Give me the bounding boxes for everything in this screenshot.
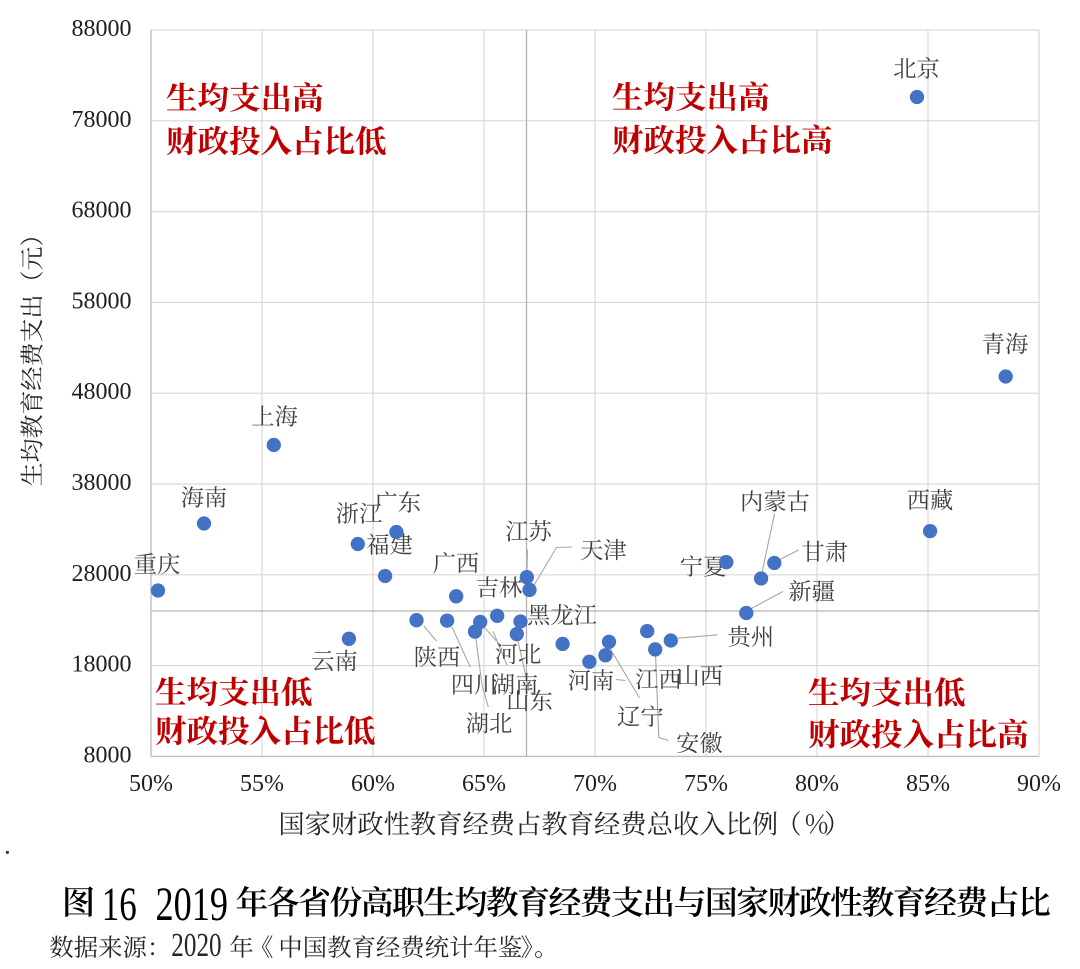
svg-text:88000: 88000 xyxy=(72,16,132,42)
svg-text:85%: 85% xyxy=(906,771,950,797)
svg-text:55%: 55% xyxy=(240,771,284,797)
svg-text:50%: 50% xyxy=(129,771,173,797)
svg-text:48000: 48000 xyxy=(72,379,132,405)
svg-text:68000: 68000 xyxy=(72,198,132,224)
svg-text:70%: 70% xyxy=(573,771,617,797)
svg-text:65%: 65% xyxy=(462,771,506,797)
svg-text:2019: 2019 xyxy=(156,878,229,931)
svg-text:38000: 38000 xyxy=(72,470,132,496)
svg-text:2020: 2020 xyxy=(171,927,221,964)
svg-text:78000: 78000 xyxy=(72,107,132,133)
svg-text:8000: 8000 xyxy=(84,742,132,768)
svg-text:16: 16 xyxy=(102,878,137,931)
svg-text:60%: 60% xyxy=(351,771,395,797)
svg-text:28000: 28000 xyxy=(72,561,132,587)
svg-text:18000: 18000 xyxy=(72,652,132,678)
svg-text:90%: 90% xyxy=(1017,771,1061,797)
svg-text:75%: 75% xyxy=(684,771,728,797)
svg-text:58000: 58000 xyxy=(72,288,132,314)
svg-text:80%: 80% xyxy=(795,771,839,797)
